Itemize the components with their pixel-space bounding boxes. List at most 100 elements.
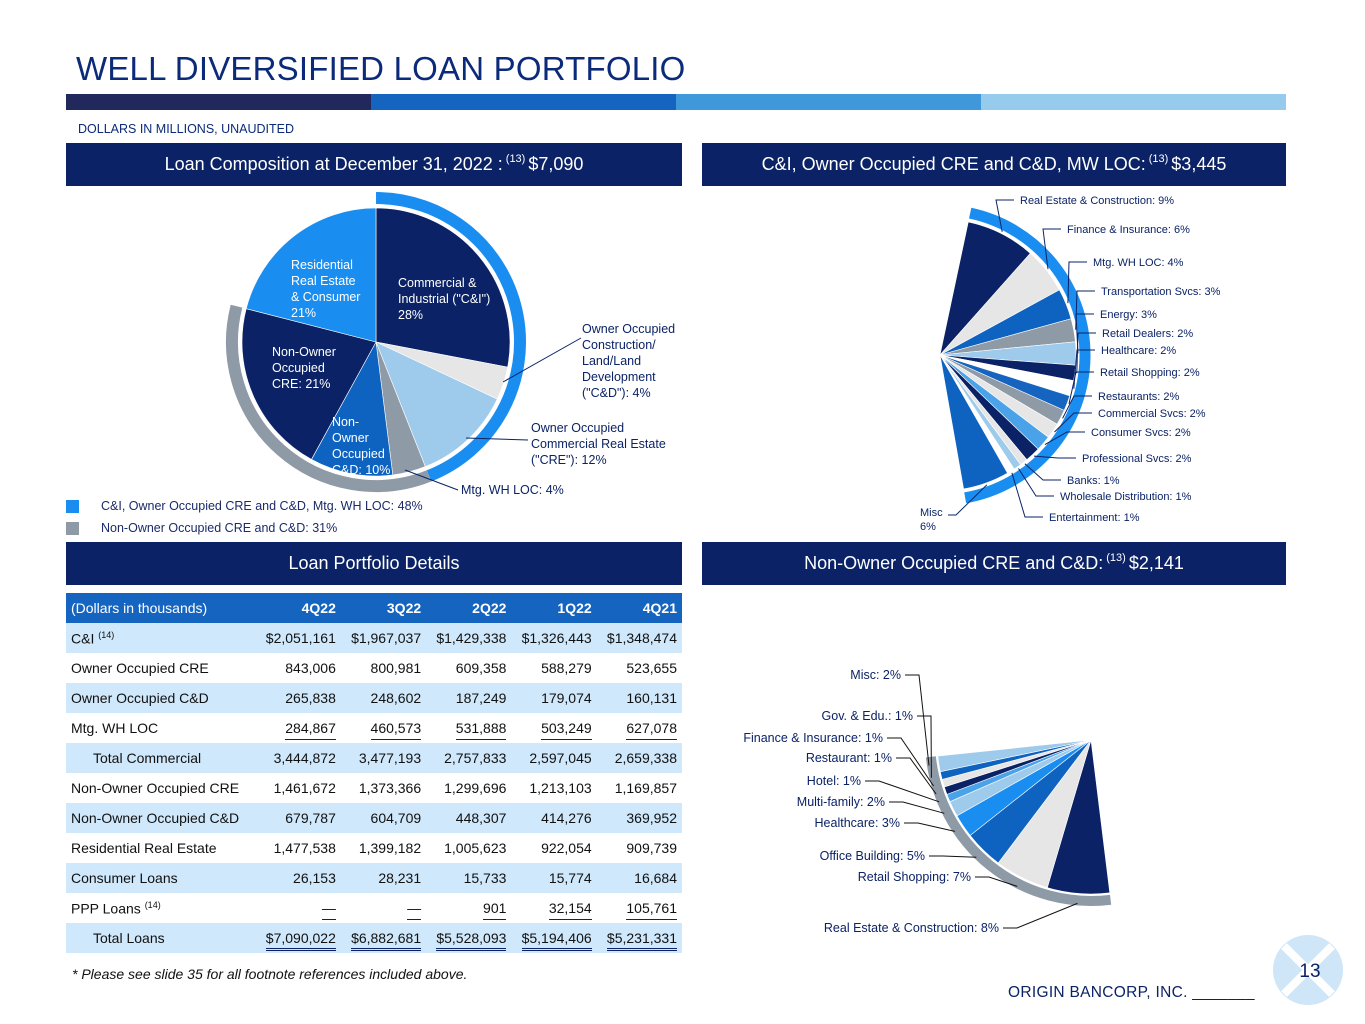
cell-value: 2,757,833: [444, 750, 507, 766]
table-cell: $1,429,338: [426, 623, 512, 653]
slice-label: Retail Shopping: 7%: [858, 870, 971, 884]
cell-value: $7,090,022: [265, 930, 336, 951]
table-cell: 15,774: [511, 863, 597, 893]
cell-value: —: [321, 900, 336, 920]
pie-slice: [939, 354, 1008, 490]
table-cell: 1,169,857: [597, 773, 682, 803]
slice-label-line: 21%: [291, 306, 316, 320]
slice-label-line: Occupied: [332, 447, 385, 461]
table-cell: 369,952: [596, 803, 682, 833]
cell-value: 1,299,696: [444, 780, 507, 796]
cell-value: 26,153: [293, 870, 336, 886]
row-label-text: Mtg. WH LOC: [71, 720, 159, 736]
slice-label: Mtg. WH LOC: 4%: [461, 483, 564, 497]
cell-value: 2,659,338: [614, 750, 677, 766]
slice-label: Retail Dealers: 2%: [1102, 328, 1193, 340]
slice-label: Real Estate & Construction: 9%: [1020, 195, 1174, 207]
commercial-title: C&I, Owner Occupied CRE and C&D, MW LOC:: [761, 154, 1146, 174]
slice-label: Restaurant: 1%: [806, 751, 892, 765]
column-header: (Dollars in thousands): [66, 593, 256, 623]
stripe-segment: [66, 94, 371, 110]
table-cell: $7,090,022: [255, 923, 341, 953]
cell-value: 160,131: [626, 690, 677, 706]
slice-label-line: Non-Owner: [272, 345, 336, 359]
column-header: 2Q22: [426, 593, 512, 623]
slice-label-line: Occupied: [272, 361, 325, 375]
legend-item: Non-Owner Occupied CRE and C&D: 31%: [66, 521, 337, 535]
table-cell: 1,299,696: [426, 773, 511, 803]
slice-label: Misc: [920, 507, 943, 519]
cell-value: 523,655: [626, 660, 677, 676]
stripe-segment: [981, 94, 1286, 110]
leader-line: [1024, 463, 1061, 481]
slice-label: Restaurants: 2%: [1098, 391, 1180, 403]
table-header-row: (Dollars in thousands) 4Q22 3Q22 2Q22 1Q…: [66, 593, 682, 623]
legend-label: Non-Owner Occupied CRE and C&D: 31%: [101, 521, 338, 535]
cell-value: $1,326,443: [521, 630, 592, 646]
table-cell: 16,684: [596, 863, 682, 893]
commercial-total: $3,445: [1171, 154, 1227, 174]
nonowner-pie-chart: Real Estate & Construction: 8% Retail Sho…: [743, 668, 1112, 935]
table-cell: 460,573: [341, 713, 426, 743]
origin-logo: 13: [1273, 935, 1343, 1005]
table-row: Non-Owner Occupied C&D 679,787 604,709 448,…: [66, 803, 682, 833]
table-cell: 105,761: [597, 893, 682, 923]
leader-line: [1018, 468, 1054, 497]
nonowner-total: $2,141: [1128, 553, 1184, 573]
commercial-pie-chart: Real Estate & Construction: 9% Finance & …: [920, 195, 1221, 533]
table-row: Non-Owner Occupied CRE 1,461,672 1,373,366…: [66, 773, 682, 803]
stripe-segment: [371, 94, 676, 110]
table-cell: $5,194,406: [511, 923, 597, 953]
cell-value: 105,761: [626, 900, 677, 920]
table-cell: 1,461,672: [256, 773, 341, 803]
leader-line: [1011, 472, 1043, 518]
table-cell: $5,528,093: [426, 923, 512, 953]
slice-label-line: Residential: [291, 258, 353, 272]
row-label: Residential Real Estate: [66, 833, 256, 863]
table-cell: 187,249: [426, 683, 512, 713]
slice-label-sub: 6%: [920, 521, 936, 533]
table-cell: 523,655: [597, 653, 682, 683]
cell-value: 32,154: [548, 900, 592, 920]
cell-value: 909,739: [626, 840, 677, 856]
table-row: Mtg. WH LOC 284,867 460,573 531,888 503,249 6…: [66, 713, 682, 743]
row-label-text: Non-Owner Occupied CRE: [71, 780, 240, 796]
slice-label: Energy: 3%: [1100, 309, 1157, 321]
slice-label-line: Industrial ("C&I"): [398, 292, 490, 306]
cell-value: 187,249: [455, 690, 507, 706]
leader-line: [896, 757, 937, 795]
cell-value: $1,429,338: [436, 630, 507, 646]
cell-value: 448,307: [455, 810, 507, 826]
company-name: ORIGIN BANCORP, INC. _______: [1008, 984, 1255, 1001]
table-cell: —: [341, 893, 426, 923]
table-cell: $1,348,474: [596, 623, 682, 653]
table-row: Total Loans $7,090,022 $6,882,681 $5,528,09…: [66, 923, 682, 953]
cell-value: 248,602: [370, 690, 422, 706]
footnote-ref: (13): [505, 152, 526, 165]
column-header: 1Q22: [511, 593, 597, 623]
table-cell: $2,051,161: [255, 623, 341, 653]
slice-label: Finance & Insurance: 6%: [1067, 224, 1190, 236]
cell-value: 843,006: [285, 660, 336, 676]
table-cell: 1,399,182: [341, 833, 426, 863]
table-cell: 609,358: [426, 653, 511, 683]
leader-line: [904, 822, 956, 832]
leader-line: [1033, 455, 1076, 459]
column-header: 4Q22: [255, 593, 341, 623]
pie-slice: [375, 341, 498, 467]
footnote-ref: (14): [144, 899, 161, 910]
cell-value: $1,967,037: [351, 630, 422, 646]
column-header: 4Q21: [596, 593, 682, 623]
slice-label: Entertainment: 1%: [1049, 512, 1140, 524]
table-row: Owner Occupied CRE 843,006 800,981 609,358 5…: [66, 653, 682, 683]
slice-label-line: Construction/: [582, 338, 656, 352]
table-cell: 531,888: [426, 713, 511, 743]
slice-label: Healthcare: 2%: [1101, 345, 1176, 357]
pie-slice: [937, 739, 1092, 773]
slice-label: Non-Owner Occupied CRE: 21%: [272, 345, 336, 391]
table-cell: 26,153: [255, 863, 341, 893]
table-cell: 604,709: [340, 803, 427, 833]
row-label: Total Loans: [66, 923, 256, 953]
table-cell: $1,326,443: [511, 623, 597, 653]
row-label: PPP Loans (14): [66, 893, 256, 923]
